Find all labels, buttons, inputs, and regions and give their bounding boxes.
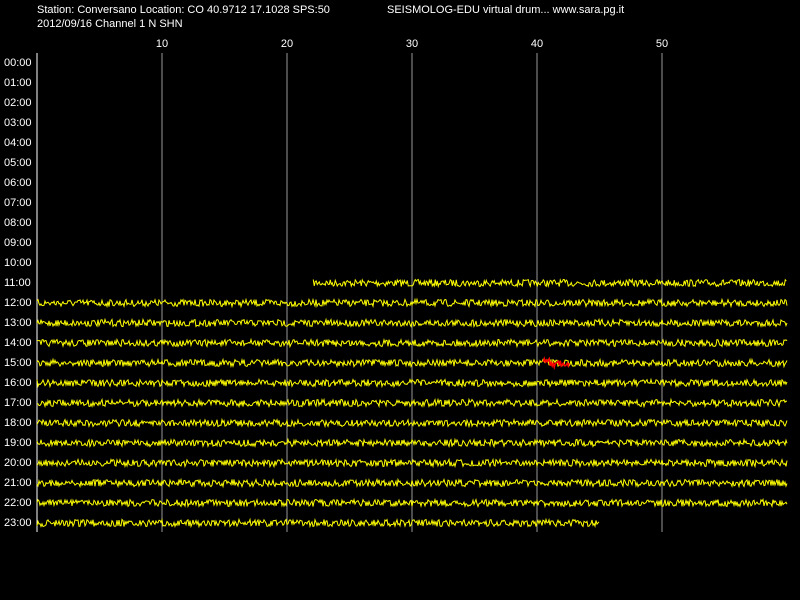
hour-label: 23:00 xyxy=(4,517,32,529)
x-tick-label: 30 xyxy=(406,38,418,50)
trace xyxy=(36,377,788,389)
hour-label: 12:00 xyxy=(4,297,32,309)
x-tick-label: 10 xyxy=(156,38,168,50)
hour-label: 16:00 xyxy=(4,377,32,389)
trace xyxy=(312,277,787,289)
hour-label: 00:00 xyxy=(4,57,32,69)
hour-label: 17:00 xyxy=(4,397,32,409)
trace xyxy=(36,517,600,529)
trace xyxy=(37,397,788,409)
hour-label: 19:00 xyxy=(4,437,32,449)
hour-label: 14:00 xyxy=(4,337,32,349)
hour-label: 20:00 xyxy=(4,457,32,469)
hour-label: 09:00 xyxy=(4,237,32,249)
hour-label: 05:00 xyxy=(4,157,32,169)
hour-label: 01:00 xyxy=(4,77,32,89)
subtitle: SEISMOLOG-EDU virtual drum... www.sara.p… xyxy=(387,4,624,16)
hour-label: 04:00 xyxy=(4,137,32,149)
trace xyxy=(36,357,788,369)
hour-label: 22:00 xyxy=(4,497,32,509)
hour-label: 06:00 xyxy=(4,177,32,189)
trace xyxy=(36,457,788,469)
trace xyxy=(36,297,788,309)
channel-info: 2012/09/16 Channel 1 N SHN xyxy=(37,18,183,30)
station-title: Station: Conversano Location: CO 40.9712… xyxy=(37,4,330,16)
hour-label: 02:00 xyxy=(4,97,32,109)
trace xyxy=(36,317,788,329)
trace xyxy=(36,337,788,349)
trace xyxy=(36,437,788,449)
hour-label: 08:00 xyxy=(4,217,32,229)
hour-label: 10:00 xyxy=(4,257,32,269)
hour-label: 07:00 xyxy=(4,197,32,209)
hour-label: 18:00 xyxy=(4,417,32,429)
trace xyxy=(36,417,788,429)
hour-label: 13:00 xyxy=(4,317,32,329)
x-tick-label: 40 xyxy=(531,38,543,50)
hour-label: 21:00 xyxy=(4,477,32,489)
x-tick-label: 20 xyxy=(281,38,293,50)
hour-label: 03:00 xyxy=(4,117,32,129)
trace xyxy=(36,477,788,489)
hour-label: 15:00 xyxy=(4,357,32,369)
event-trace xyxy=(542,356,570,371)
x-tick-label: 50 xyxy=(656,38,668,50)
hour-label: 11:00 xyxy=(4,277,31,289)
trace xyxy=(36,497,788,509)
